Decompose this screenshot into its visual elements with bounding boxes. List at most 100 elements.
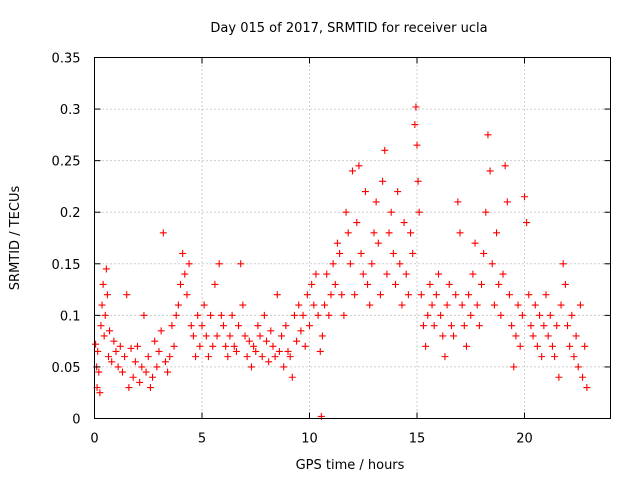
- data-point: [533, 342, 541, 350]
- data-point: [241, 332, 249, 340]
- data-point: [525, 291, 533, 299]
- data-point: [114, 363, 122, 371]
- data-point: [490, 301, 498, 309]
- data-point: [505, 291, 513, 299]
- data-point: [559, 260, 567, 268]
- data-point: [548, 342, 556, 350]
- data-point: [95, 368, 103, 376]
- data-point: [177, 280, 184, 288]
- data-point: [523, 219, 531, 227]
- data-point: [97, 322, 105, 330]
- data-point: [540, 322, 548, 330]
- data-point: [116, 342, 124, 350]
- data-point: [323, 270, 331, 278]
- data-point: [368, 260, 376, 268]
- data-point: [462, 342, 470, 350]
- data-point: [486, 167, 494, 175]
- data-point: [161, 358, 169, 366]
- data-point: [385, 229, 393, 237]
- data-point: [284, 347, 292, 355]
- data-point: [144, 353, 152, 361]
- data-point: [484, 131, 492, 139]
- data-point: [564, 322, 571, 330]
- data-point: [166, 353, 174, 361]
- data-point: [295, 301, 303, 309]
- data-point: [518, 311, 526, 319]
- data-point: [499, 270, 507, 278]
- data-point: [237, 260, 245, 268]
- data-point: [447, 322, 455, 330]
- data-point: [437, 311, 445, 319]
- data-point: [396, 260, 404, 268]
- data-point: [314, 311, 322, 319]
- data-point: [415, 208, 423, 216]
- data-point: [426, 280, 434, 288]
- data-point: [157, 327, 165, 335]
- data-point: [222, 342, 230, 350]
- data-point: [331, 280, 339, 288]
- data-point: [441, 353, 449, 361]
- data-point: [361, 188, 369, 196]
- x-axis-tick-labels: 0 5 10 15 20: [90, 432, 532, 447]
- y-tick-label: 0.3: [60, 103, 81, 118]
- data-point: [325, 311, 333, 319]
- data-point: [566, 342, 574, 350]
- data-point: [471, 239, 479, 247]
- data-point: [100, 332, 108, 340]
- data-point: [209, 342, 217, 350]
- data-point: [273, 291, 281, 299]
- data-point: [245, 337, 253, 345]
- data-point: [252, 347, 260, 355]
- data-point: [372, 198, 380, 206]
- data-point: [488, 260, 496, 268]
- data-point: [424, 311, 432, 319]
- data-point: [439, 332, 447, 340]
- grid-lines: [94, 57, 611, 419]
- data-point: [316, 347, 324, 355]
- data-point: [226, 332, 234, 340]
- data-point: [546, 311, 554, 319]
- data-point: [456, 229, 464, 237]
- y-tick-label: 0.05: [52, 361, 81, 376]
- data-point: [170, 342, 178, 350]
- data-point: [99, 280, 107, 288]
- data-point: [430, 322, 438, 330]
- data-point: [96, 389, 104, 397]
- data-point: [383, 270, 391, 278]
- y-axis-label: SRMTID / TECUs: [8, 186, 23, 291]
- data-point: [250, 342, 258, 350]
- data-point: [387, 208, 395, 216]
- data-point: [159, 229, 167, 237]
- data-point: [557, 301, 565, 309]
- data-point: [267, 327, 275, 335]
- data-point: [104, 353, 112, 361]
- data-point: [265, 358, 273, 366]
- y-axis-tick-labels: 0 0.05 0.1 0.15 0.2 0.25 0.3 0.35: [52, 52, 81, 428]
- data-point: [329, 260, 337, 268]
- data-point: [301, 342, 309, 350]
- data-point: [232, 347, 240, 355]
- data-point: [389, 249, 397, 257]
- data-point: [516, 342, 524, 350]
- data-point: [101, 311, 109, 319]
- data-point: [501, 162, 509, 170]
- data-point: [146, 384, 154, 392]
- data-point: [131, 358, 139, 366]
- y-tick-label: 0: [72, 413, 80, 428]
- data-point: [355, 162, 363, 170]
- data-point: [394, 188, 402, 196]
- data-point: [452, 291, 460, 299]
- data-point: [460, 322, 468, 330]
- x-tick-label: 10: [301, 432, 318, 447]
- data-point: [299, 311, 307, 319]
- data-point: [512, 332, 520, 340]
- data-point: [256, 332, 264, 340]
- data-point: [576, 301, 584, 309]
- data-point: [293, 337, 301, 345]
- data-point: [353, 219, 361, 227]
- data-point: [254, 322, 262, 330]
- data-point: [200, 301, 208, 309]
- data-point: [306, 322, 313, 330]
- data-point: [275, 347, 283, 355]
